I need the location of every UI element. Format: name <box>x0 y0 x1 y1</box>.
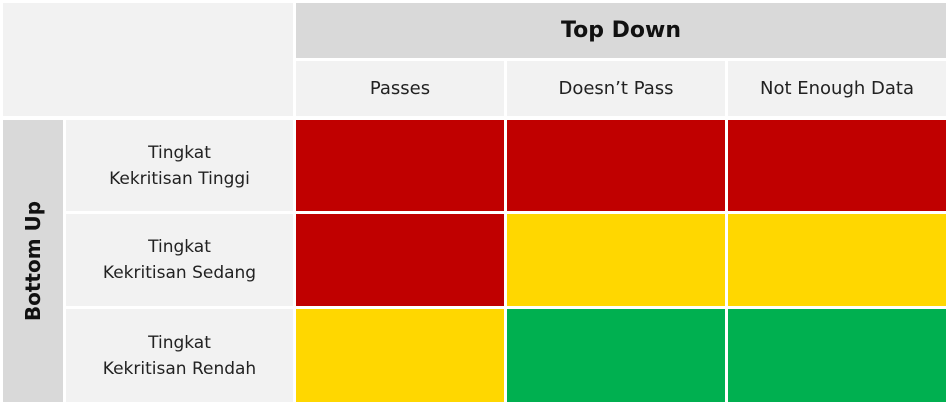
row-label-line2: Kekritisan Rendah <box>102 358 257 379</box>
column-header-doesnt-pass: Doesn’t Pass <box>507 61 725 116</box>
row-label-line1: Tingkat <box>148 142 211 163</box>
corner-blank <box>3 3 293 116</box>
row-label-line2: Kekritisan Sedang <box>102 263 257 283</box>
top-down-header: Top Down <box>296 3 946 58</box>
bottom-up-title: Bottom Up <box>21 200 45 322</box>
row-label-line1: Tingkat <box>148 332 211 353</box>
matrix-cell-rendah-not-enough-data <box>728 309 946 402</box>
matrix-cell-sedang-passes <box>296 214 504 306</box>
matrix-cell-rendah-passes <box>296 309 504 402</box>
matrix-cell-sedang-not-enough-data <box>728 214 946 306</box>
column-label: Passes <box>369 78 431 99</box>
column-header-not-enough-data: Not Enough Data <box>728 61 946 116</box>
column-header-passes: Passes <box>296 61 504 116</box>
row-label-line1: Tingkat <box>148 237 211 257</box>
row-label-line2: Kekritisan Tinggi <box>109 168 250 189</box>
matrix-cell-tinggi-passes <box>296 120 504 211</box>
bottom-up-header: Bottom Up <box>3 120 63 402</box>
row-header-tinggi: Tingkat Kekritisan Tinggi <box>66 120 293 211</box>
matrix-cell-sedang-doesnt-pass <box>507 214 725 306</box>
matrix-cell-tinggi-not-enough-data <box>728 120 946 211</box>
column-label: Doesn’t Pass <box>558 78 674 99</box>
row-header-rendah: Tingkat Kekritisan Rendah <box>66 309 293 402</box>
top-down-title: Top Down <box>561 18 681 43</box>
matrix-cell-rendah-doesnt-pass <box>507 309 725 402</box>
column-label: Not Enough Data <box>760 78 914 99</box>
matrix-cell-tinggi-doesnt-pass <box>507 120 725 211</box>
row-header-sedang: Tingkat Kekritisan Sedang <box>66 214 293 306</box>
